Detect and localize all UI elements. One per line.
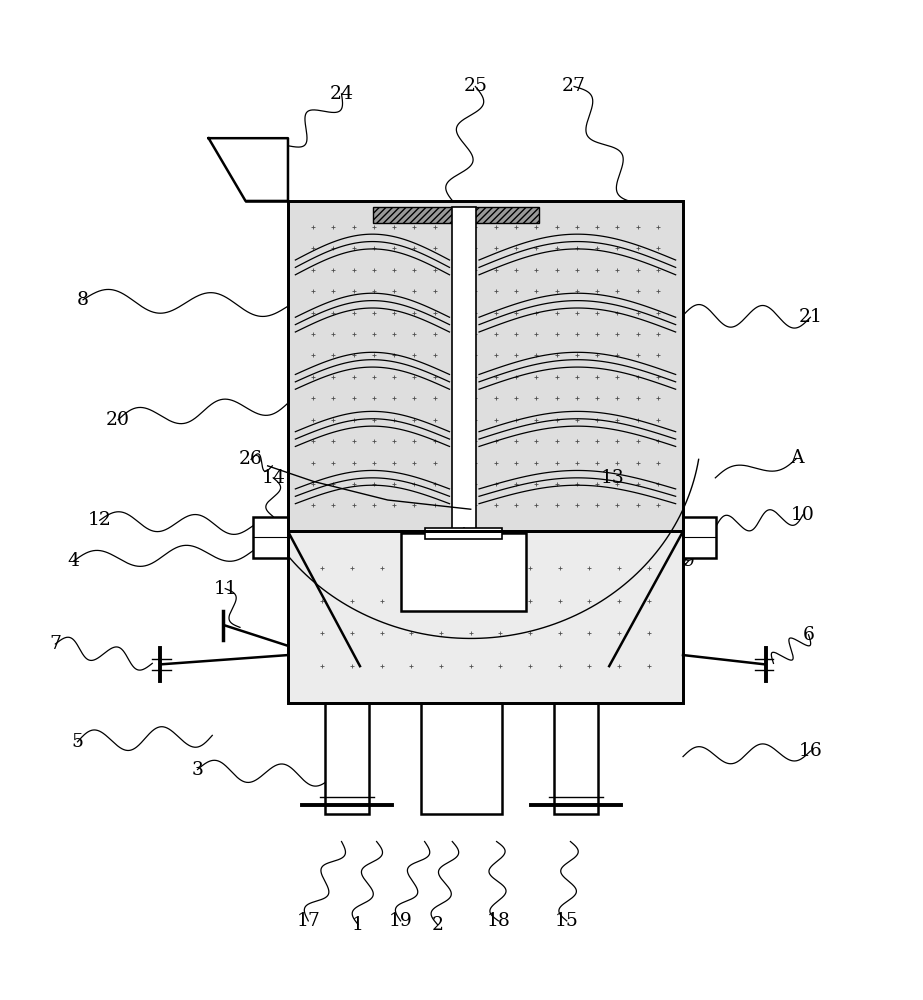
Text: 14: 14: [261, 469, 285, 487]
Text: 16: 16: [798, 742, 822, 760]
Text: 27: 27: [562, 77, 586, 95]
Text: 7: 7: [49, 635, 62, 653]
Bar: [253, 517, 288, 558]
Text: 19: 19: [389, 912, 413, 930]
Text: 15: 15: [555, 912, 579, 930]
Text: 9: 9: [683, 552, 694, 570]
Bar: [288, 201, 683, 531]
Bar: [401, 533, 526, 611]
Text: 17: 17: [296, 912, 320, 930]
Text: 8: 8: [77, 291, 90, 309]
Bar: [288, 531, 683, 703]
Text: 13: 13: [601, 469, 625, 487]
Bar: [425, 528, 502, 539]
Bar: [373, 207, 539, 223]
Text: 20: 20: [106, 411, 130, 429]
Text: 3: 3: [192, 761, 203, 779]
Text: 12: 12: [88, 511, 112, 529]
Bar: [288, 201, 683, 531]
Text: 11: 11: [213, 580, 237, 598]
Polygon shape: [209, 138, 288, 201]
Text: 24: 24: [330, 85, 354, 103]
Text: 10: 10: [791, 506, 815, 524]
Text: 2: 2: [431, 916, 444, 934]
Bar: [683, 517, 716, 558]
Bar: [288, 531, 683, 703]
Bar: [421, 703, 502, 814]
Text: 4: 4: [67, 552, 80, 570]
Bar: [554, 703, 598, 814]
Text: 21: 21: [798, 308, 822, 326]
Text: 26: 26: [239, 450, 263, 468]
Bar: [452, 207, 476, 531]
Bar: [325, 703, 369, 814]
Text: 6: 6: [803, 626, 814, 644]
Text: 18: 18: [486, 912, 510, 930]
Text: 25: 25: [463, 77, 487, 95]
Text: 1: 1: [353, 916, 364, 934]
Text: 5: 5: [71, 733, 84, 751]
Text: A: A: [790, 449, 803, 467]
